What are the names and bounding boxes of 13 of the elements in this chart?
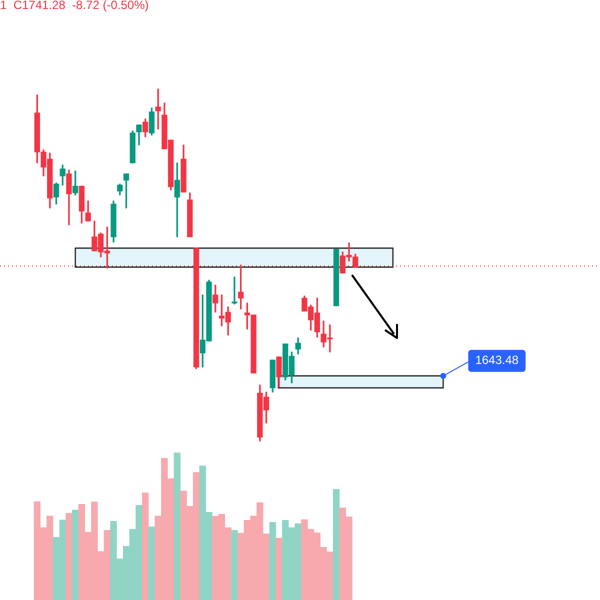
bar xyxy=(332,488,340,600)
bar xyxy=(66,512,72,600)
candlestick xyxy=(155,88,161,130)
text: 1643.48 xyxy=(475,353,519,368)
bar xyxy=(269,522,276,600)
bar xyxy=(174,452,180,600)
bar xyxy=(148,526,156,600)
bar xyxy=(276,538,282,600)
text: 1 C1741.28 -8.72 (-0.50%) xyxy=(0,0,149,12)
bar xyxy=(142,492,149,600)
bar xyxy=(231,530,238,600)
candlestick xyxy=(232,276,238,304)
bar xyxy=(72,510,79,600)
